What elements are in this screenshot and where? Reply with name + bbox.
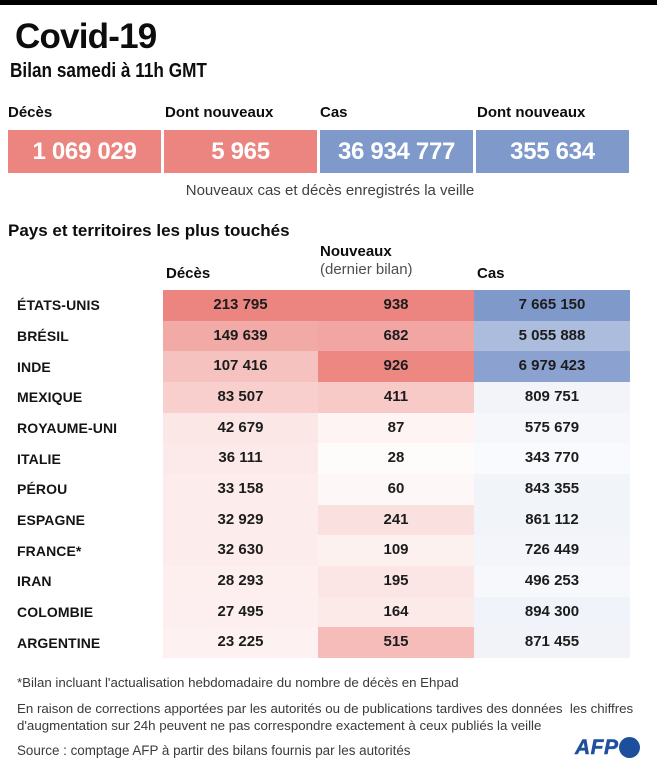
country-label: ESPAGNE [17,511,86,528]
cell-nouveaux: 241 [318,504,474,536]
afp-logo-circle [619,737,640,758]
cell-nouveaux: 87 [318,412,474,444]
cell-deces: 213 795 [163,290,318,321]
country-label: IRAN [17,573,52,590]
table-row: FRANCE* 32 630 109 726 449 [0,535,657,566]
table-row: COLOMBIE 27 495 164 894 300 [0,596,657,628]
cell-nouveaux: 515 [318,627,474,658]
cell-cas: 6 979 423 [474,351,630,382]
country-label: MEXIQUE [17,389,83,406]
cell-deces: 33 158 [163,473,318,505]
cell-cas: 575 679 [474,412,630,444]
column-header-nouveaux: Nouveaux (dernier bilan) [320,243,413,279]
country-label: ARGENTINE [17,634,101,651]
cell-nouveaux: 682 [318,320,474,352]
cell-cas: 5 055 888 [474,320,630,352]
country-label: COLOMBIE [17,603,94,620]
summary-label-dont-nouveaux-deces: Dont nouveaux [165,104,274,121]
cell-deces: 23 225 [163,627,318,658]
country-table: ÉTATS-UNIS 213 795 938 7 665 150 BRÉSIL 149 6… [0,290,657,658]
summary-value-cas: 36 934 777 [320,130,473,173]
cell-deces: 107 416 [163,351,318,382]
country-label: PÉROU [17,481,68,498]
cell-cas: 726 449 [474,535,630,566]
source-line: Source : comptage AFP à partir des bilan… [17,743,411,758]
country-label: FRANCE* [17,542,82,559]
cell-cas: 7 665 150 [474,290,630,321]
cell-deces: 32 929 [163,504,318,536]
column-header-nouveaux-sublabel: (dernier bilan) [320,261,413,278]
column-header-deces-label: Décès [166,265,211,282]
column-header-deces: Décès [166,265,210,283]
country-label: INDE [17,358,51,375]
table-row: ITALIE 36 111 28 343 770 [0,443,657,474]
summary-label-cas: Cas [320,104,348,121]
summary-value-deces: 1 069 029 [8,130,161,173]
table-row: PÉROU 33 158 60 843 355 [0,473,657,505]
cell-deces: 27 495 [163,596,318,628]
table-row: MEXIQUE 83 507 411 809 751 [0,381,657,413]
country-label: BRÉSIL [17,327,69,344]
cell-deces: 149 639 [163,320,318,352]
cell-cas: 871 455 [474,627,630,658]
cell-cas: 496 253 [474,565,630,597]
cell-cas: 861 112 [474,504,630,536]
table-row: ESPAGNE 32 929 241 861 112 [0,504,657,536]
afp-logo-text: AFP [575,736,619,760]
table-row: ÉTATS-UNIS 213 795 938 7 665 150 [0,290,657,321]
table-row: INDE 107 416 926 6 979 423 [0,351,657,382]
summary-caption: Nouveaux cas et décès enregistrés la vei… [185,182,475,199]
footnote-corrections-line1: En raison de corrections apportées par l… [17,701,634,716]
summary-label-dont-nouveaux-cas: Dont nouveaux [477,104,586,121]
cell-nouveaux: 28 [318,443,474,474]
summary-label-deces: Décès [8,104,53,121]
section-title: Pays et territoires les plus touchés [8,221,290,240]
cell-nouveaux: 164 [318,596,474,628]
column-header-cas: Cas [477,265,505,283]
country-label: ITALIE [17,450,61,467]
page-subtitle: Bilan samedi à 11h GMT [10,60,207,82]
cell-cas: 343 770 [474,443,630,474]
table-row: BRÉSIL 149 639 682 5 055 888 [0,320,657,352]
country-label: ÉTATS-UNIS [17,297,100,314]
footnote-ehpad: *Bilan incluant l'actualisation hebdomad… [17,675,459,690]
cell-deces: 32 630 [163,535,318,566]
page-title: Covid-19 [15,17,157,56]
cell-cas: 809 751 [474,381,630,413]
footnote-corrections: En raison de corrections apportées par l… [17,700,633,735]
footnote-corrections-line2: d'augmentation sur 24h peuvent ne pas co… [17,718,542,734]
cell-nouveaux: 109 [318,535,474,566]
cell-deces: 28 293 [163,565,318,597]
cell-cas: 894 300 [474,596,630,628]
cell-nouveaux: 60 [318,473,474,505]
table-row: ROYAUME-UNI 42 679 87 575 679 [0,412,657,444]
table-row: ARGENTINE 23 225 515 871 455 [0,627,657,658]
top-black-bar [0,0,657,5]
cell-nouveaux: 926 [318,351,474,382]
cell-nouveaux: 938 [318,290,474,321]
summary-value-dont-nouveaux-cas: 355 634 [476,130,629,173]
afp-logo: AFP [575,734,645,762]
column-header-nouveaux-label: Nouveaux [320,243,392,260]
cell-nouveaux: 411 [318,381,474,413]
cell-nouveaux: 195 [318,565,474,597]
cell-cas: 843 355 [474,473,630,505]
summary-value-dont-nouveaux-deces: 5 965 [164,130,317,173]
country-label: ROYAUME-UNI [17,419,118,436]
cell-deces: 36 111 [163,443,318,474]
column-header-cas-label: Cas [477,265,505,282]
cell-deces: 83 507 [163,381,318,413]
cell-deces: 42 679 [163,412,318,444]
table-row: IRAN 28 293 195 496 253 [0,565,657,597]
